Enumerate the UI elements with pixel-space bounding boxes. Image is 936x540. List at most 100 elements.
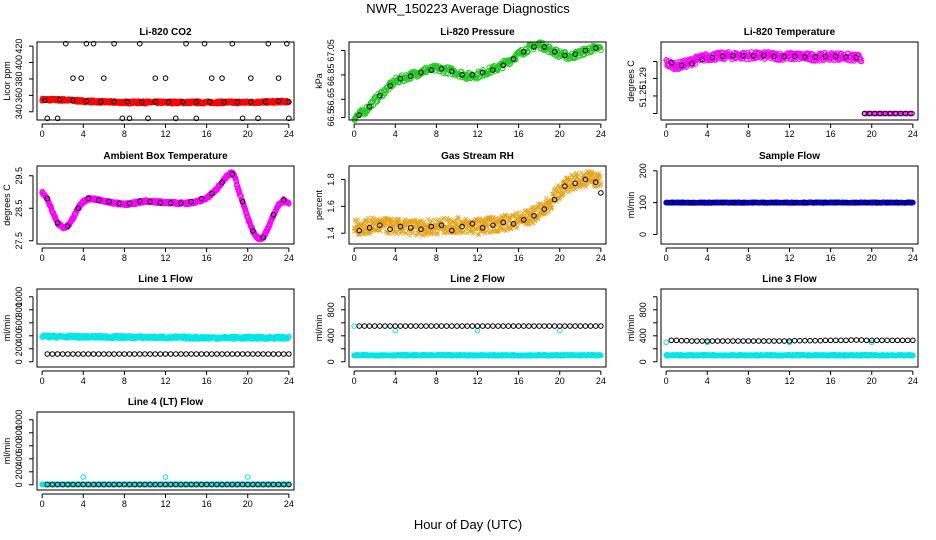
data-point bbox=[562, 323, 568, 329]
data-point bbox=[482, 231, 488, 236]
x-tick-label: 4 bbox=[393, 376, 398, 386]
data-point bbox=[167, 200, 174, 206]
data-point bbox=[562, 183, 568, 189]
series-raw bbox=[663, 351, 916, 359]
data-point bbox=[719, 53, 726, 60]
x-tick-label: 12 bbox=[472, 253, 482, 263]
data-point bbox=[42, 97, 49, 104]
data-point bbox=[500, 323, 507, 329]
data-point bbox=[456, 214, 461, 220]
data-point bbox=[162, 75, 169, 81]
data-point bbox=[490, 67, 496, 73]
data-point bbox=[419, 218, 425, 223]
x-tick-label: 12 bbox=[160, 253, 170, 263]
data-point bbox=[392, 226, 398, 231]
data-point bbox=[583, 184, 589, 189]
data-point bbox=[490, 222, 496, 228]
data-point bbox=[428, 223, 435, 230]
data-point bbox=[371, 323, 378, 329]
data-point bbox=[255, 351, 261, 357]
data-point bbox=[410, 230, 416, 236]
data-point bbox=[70, 97, 76, 104]
data-point bbox=[366, 323, 373, 329]
data-point bbox=[572, 323, 578, 329]
y-tick-label: 340 bbox=[14, 104, 24, 119]
y-tick-label: 1.6 bbox=[326, 200, 336, 213]
x-tick-label: 4 bbox=[81, 129, 86, 139]
x-tick-label: 12 bbox=[160, 376, 170, 386]
series-average bbox=[44, 171, 287, 241]
data-point bbox=[250, 351, 256, 357]
plot-frame bbox=[36, 165, 295, 245]
data-point bbox=[551, 48, 558, 55]
y-axis-title: degrees C bbox=[2, 184, 12, 226]
data-point bbox=[582, 323, 589, 329]
data-point bbox=[85, 351, 92, 357]
data-point bbox=[183, 351, 189, 357]
data-point bbox=[152, 351, 159, 357]
data-point bbox=[147, 198, 153, 205]
data-point bbox=[572, 180, 578, 187]
data-point bbox=[432, 217, 437, 223]
data-point bbox=[574, 170, 579, 176]
chart-title: Line 2 Flow bbox=[450, 274, 505, 285]
data-point bbox=[592, 179, 599, 185]
chart-title: Line 1 Flow bbox=[138, 274, 193, 285]
data-point bbox=[490, 323, 496, 329]
series-average bbox=[356, 176, 604, 234]
data-point bbox=[90, 40, 97, 47]
x-tick-label: 20 bbox=[555, 376, 565, 386]
data-point bbox=[172, 351, 179, 357]
plot-frame bbox=[348, 165, 607, 245]
data-point bbox=[877, 110, 883, 117]
data-point bbox=[387, 83, 393, 89]
y-tick-label: 100 bbox=[638, 195, 648, 210]
data-point bbox=[111, 351, 117, 357]
data-point bbox=[464, 323, 471, 329]
y-tick-label: 0 bbox=[326, 359, 336, 364]
data-point bbox=[469, 72, 476, 78]
data-point bbox=[531, 323, 537, 329]
y-tick-label: 200 bbox=[638, 163, 648, 178]
plot-frame bbox=[348, 41, 607, 121]
data-point bbox=[208, 190, 215, 197]
y-tick-label: 0 bbox=[14, 359, 24, 364]
data-point bbox=[740, 52, 747, 59]
data-point bbox=[286, 115, 292, 122]
data-point bbox=[402, 323, 409, 329]
x-tick-label: 0 bbox=[352, 129, 357, 139]
page-title: NWR_150223 Average Diagnostics bbox=[366, 1, 570, 16]
data-point bbox=[219, 75, 225, 81]
data-point bbox=[579, 181, 585, 187]
data-point bbox=[262, 99, 269, 105]
data-point bbox=[505, 323, 512, 329]
data-point bbox=[853, 54, 860, 61]
data-point bbox=[408, 76, 414, 82]
x-tick-label: 8 bbox=[434, 376, 439, 386]
x-tick-label: 0 bbox=[664, 253, 669, 263]
series-reference bbox=[44, 40, 292, 122]
y-tick-label: 67.05 bbox=[326, 39, 336, 62]
data-point bbox=[761, 52, 767, 59]
data-point bbox=[683, 64, 689, 70]
data-point bbox=[370, 102, 377, 109]
data-point bbox=[535, 40, 542, 46]
plot-area bbox=[663, 199, 916, 206]
data-point bbox=[454, 323, 460, 329]
plot-frame bbox=[36, 288, 295, 368]
chart-title: Ambient Box Temperature bbox=[103, 151, 228, 162]
data-point bbox=[142, 351, 148, 357]
data-point bbox=[101, 351, 107, 357]
data-point bbox=[469, 323, 476, 329]
data-point bbox=[440, 216, 445, 221]
data-point bbox=[44, 195, 51, 202]
x-tick-label: 24 bbox=[284, 376, 294, 386]
data-point bbox=[575, 174, 580, 179]
data-point bbox=[897, 110, 904, 117]
data-point bbox=[152, 75, 159, 81]
data-point bbox=[270, 351, 277, 357]
data-point bbox=[157, 199, 164, 206]
